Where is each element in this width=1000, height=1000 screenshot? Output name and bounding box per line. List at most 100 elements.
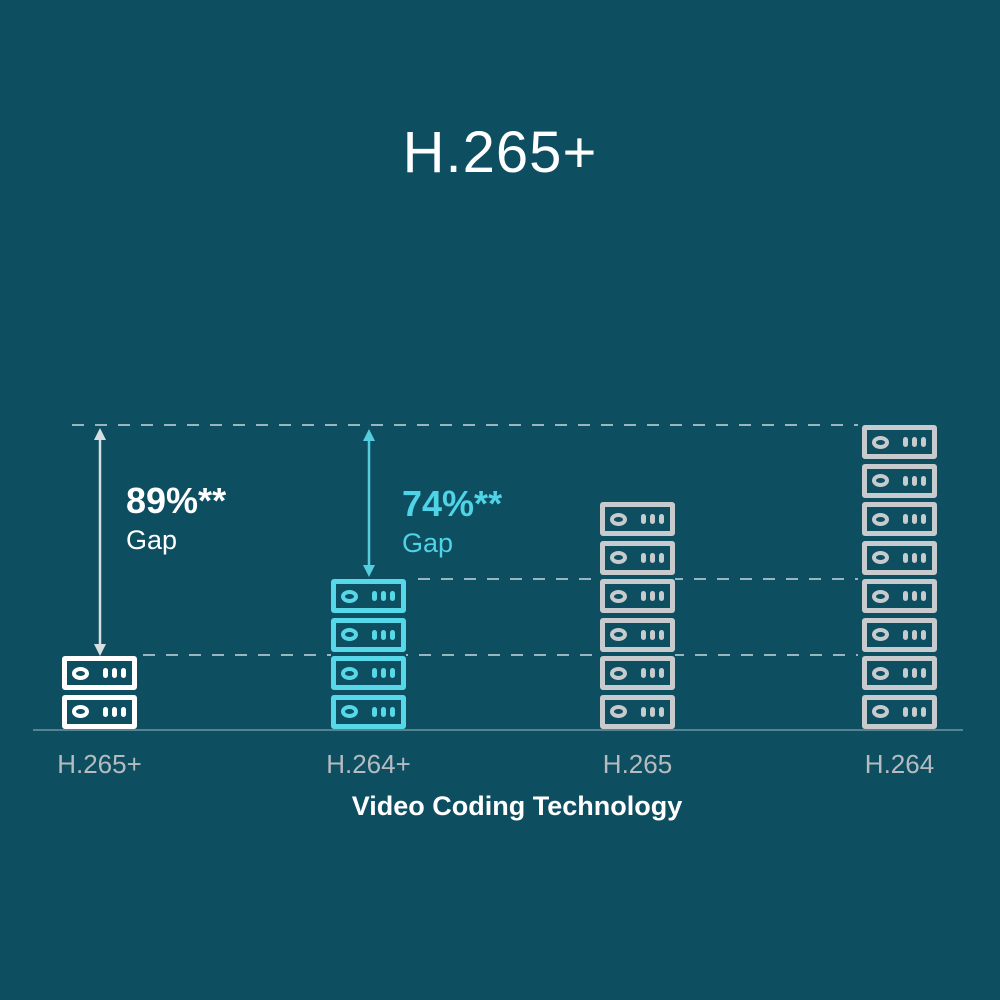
vent-bars <box>372 591 395 601</box>
server-unit-icon <box>862 694 937 729</box>
vent-bar <box>912 514 917 524</box>
vent-bars <box>641 668 664 678</box>
gap-annotation-h264plus: 74%** Gap <box>402 483 503 559</box>
oval-led-ring <box>341 705 358 718</box>
column-label: H.264+ <box>326 749 411 779</box>
vent-bar <box>641 706 646 717</box>
stack-h264 <box>862 425 937 729</box>
vent-bar <box>390 668 395 678</box>
vent-bars <box>641 591 664 601</box>
page-title: H.265+ <box>402 120 598 185</box>
vent-bar <box>372 668 377 678</box>
column-label: H.264 <box>864 749 935 779</box>
vent-bar <box>381 629 386 640</box>
gap-arrow-h264plus <box>363 429 375 577</box>
vent-bar <box>381 668 386 678</box>
oval-led-ring <box>341 666 358 680</box>
vent-bar <box>921 437 926 447</box>
oval-led-ring <box>610 512 627 526</box>
server-unit-icon <box>600 694 675 729</box>
gap-arrow-h265plus <box>94 428 106 656</box>
vent-bar <box>381 591 386 601</box>
vent-bars <box>903 552 926 563</box>
dashed-guideline-level8 <box>72 424 858 426</box>
vent-bars <box>641 629 664 640</box>
vent-bar <box>650 706 655 717</box>
vent-bar <box>912 475 917 486</box>
vent-bars <box>903 437 926 447</box>
server-unit-icon <box>331 617 406 652</box>
vent-bar <box>912 668 917 678</box>
vent-bars <box>641 514 664 524</box>
server-unit-icon <box>600 540 675 575</box>
vent-bar <box>659 706 664 717</box>
vent-bar <box>903 591 908 601</box>
stack-h264 <box>331 579 406 729</box>
vent-bar <box>912 437 917 447</box>
server-unit-icon <box>331 694 406 729</box>
vent-bars <box>641 552 664 563</box>
vent-bar <box>103 706 108 717</box>
vent-bar <box>103 668 108 678</box>
oval-led-ring <box>872 628 889 641</box>
oval-led-ring <box>872 551 889 564</box>
vent-bar <box>912 629 917 640</box>
vent-bar <box>650 668 655 678</box>
server-unit-icon <box>862 617 937 652</box>
vent-bar <box>390 591 395 601</box>
vent-bar <box>921 514 926 524</box>
oval-led-ring <box>610 628 627 641</box>
vent-bar <box>650 629 655 640</box>
vent-bars <box>903 629 926 640</box>
oval-led-ring <box>872 589 889 603</box>
server-unit-icon <box>600 502 675 536</box>
server-unit-icon <box>600 579 675 613</box>
vent-bar <box>650 552 655 563</box>
oval-led-ring <box>610 666 627 680</box>
gap-percent: 74%** <box>402 483 503 524</box>
server-unit-icon <box>862 502 937 536</box>
vent-bar <box>921 629 926 640</box>
vent-bar <box>912 552 917 563</box>
server-unit-icon <box>862 579 937 613</box>
vent-bar <box>641 668 646 678</box>
oval-led-ring <box>610 551 627 564</box>
gap-label: Gap <box>126 525 178 555</box>
oval-led-ring <box>610 589 627 603</box>
vent-bar <box>921 475 926 486</box>
vent-bar <box>921 706 926 717</box>
vent-bar <box>921 591 926 601</box>
gap-percent: 89%** <box>126 480 227 521</box>
vent-bars <box>903 591 926 601</box>
vent-bar <box>372 591 377 601</box>
vent-bars <box>372 668 395 678</box>
vent-bar <box>112 668 117 678</box>
server-unit-icon <box>862 540 937 575</box>
oval-led-ring <box>610 705 627 718</box>
vent-bar <box>650 591 655 601</box>
vent-bar <box>659 629 664 640</box>
vent-bar <box>903 706 908 717</box>
vent-bars <box>372 629 395 640</box>
oval-led-ring <box>872 474 889 487</box>
gap-label: Gap <box>402 528 454 558</box>
vent-bar <box>659 552 664 563</box>
vent-bar <box>641 591 646 601</box>
server-unit-icon <box>862 656 937 690</box>
oval-led-ring <box>872 705 889 718</box>
oval-led-ring <box>872 666 889 680</box>
vent-bar <box>903 629 908 640</box>
vent-bars <box>103 668 126 678</box>
oval-led-ring <box>341 628 358 641</box>
vent-bar <box>903 514 908 524</box>
vent-bar <box>381 706 386 717</box>
server-unit-icon <box>62 694 137 729</box>
vent-bar <box>912 591 917 601</box>
vent-bars <box>372 706 395 717</box>
vent-bar <box>641 629 646 640</box>
vent-bars <box>903 706 926 717</box>
x-axis-title: Video Coding Technology <box>351 791 683 821</box>
stack-h265 <box>600 502 675 729</box>
server-unit-icon <box>600 617 675 652</box>
